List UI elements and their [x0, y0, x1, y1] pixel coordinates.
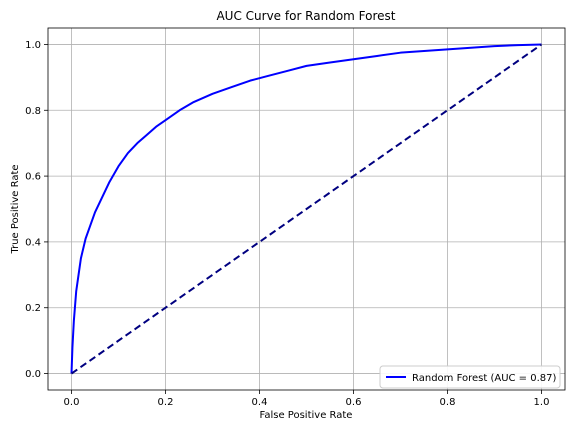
- x-tick-label-5: 1.0: [534, 397, 550, 408]
- x-tick-label-3: 0.6: [346, 397, 362, 408]
- x-tick-label-4: 0.8: [440, 397, 456, 408]
- y-axis-label: True Positive Rate: [10, 164, 21, 254]
- plot-frame: [47, 27, 566, 391]
- x-tick-label-2: 0.4: [252, 397, 268, 408]
- y-tick-label-1: 0.2: [25, 303, 41, 314]
- axis-ticks: 0.0 0.2 0.4 0.6 0.8 1.0 0.0 0.2 0.4 0.6 0.8 1.0: [25, 40, 549, 408]
- chart-title: AUC Curve for Random Forest: [216, 9, 395, 23]
- y-tick-label-2: 0.4: [25, 237, 41, 248]
- y-tick-label-0: 0.0: [25, 369, 41, 380]
- series-layer: [70, 43, 543, 375]
- x-tick-label-1: 0.2: [158, 397, 174, 408]
- y-tick-label-5: 1.0: [25, 40, 41, 51]
- series-line-diagonal-baseline: [70, 43, 543, 375]
- x-axis-label: False Positive Rate: [260, 410, 353, 421]
- y-tick-label-4: 0.8: [25, 106, 41, 117]
- y-tick-label-3: 0.6: [25, 172, 41, 183]
- grid-lines: [48, 28, 565, 390]
- legend: Random Forest (AUC = 0.87): [379, 365, 561, 389]
- x-tick-label-0: 0.0: [64, 397, 80, 408]
- legend-label-random-forest: Random Forest (AUC = 0.87): [412, 373, 556, 384]
- series-line-random-forest: [70, 43, 542, 374]
- legend-box: [379, 365, 561, 389]
